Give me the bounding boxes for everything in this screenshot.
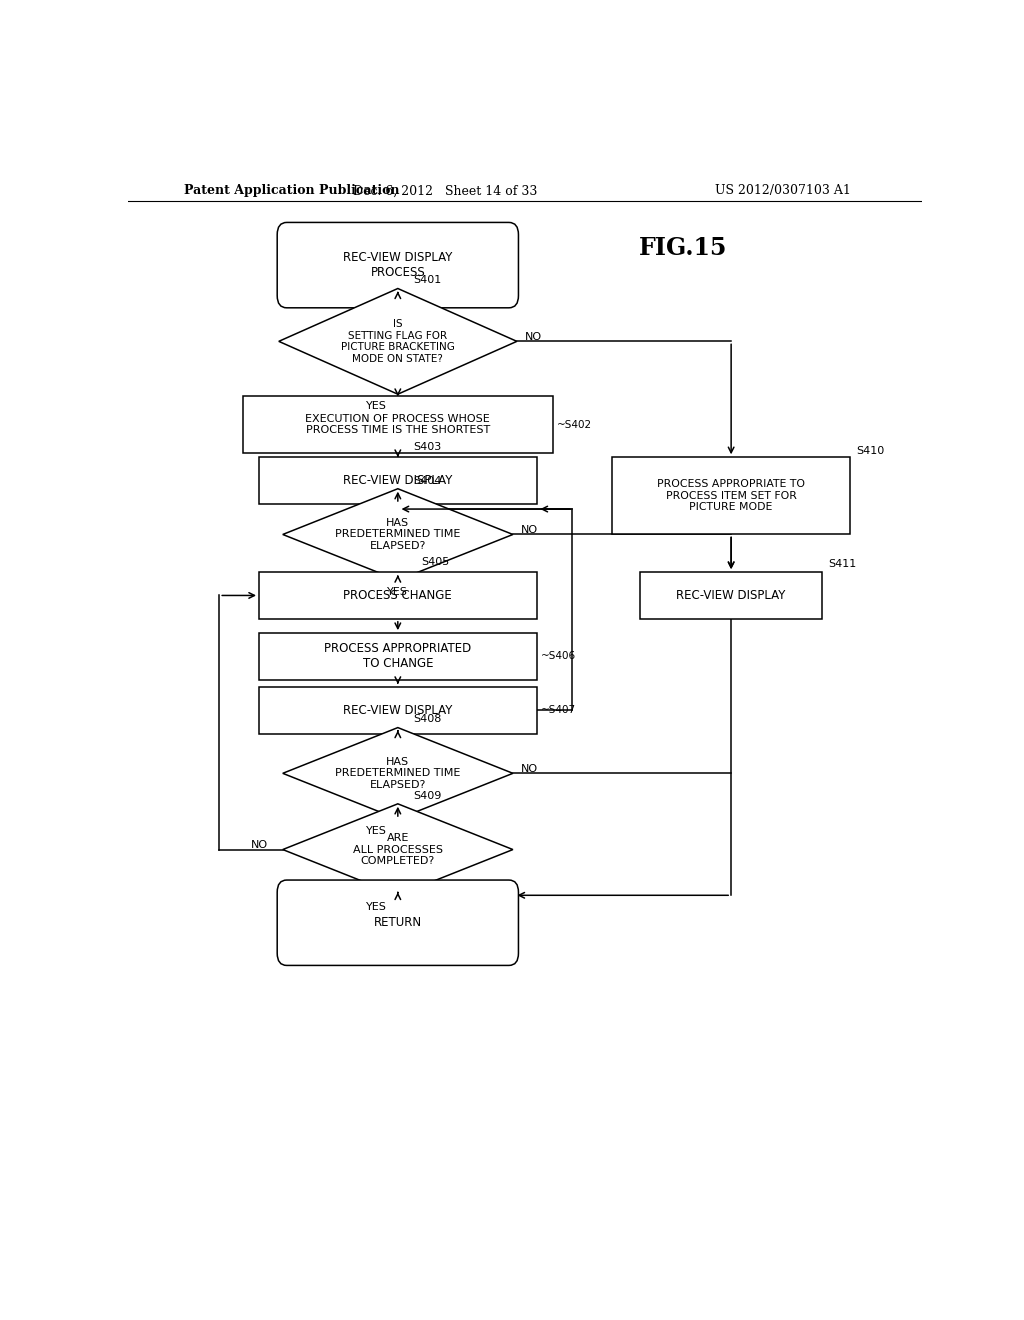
Bar (259, 634, 537, 680)
Text: NO: NO (521, 764, 538, 775)
Text: S408: S408 (414, 714, 442, 725)
Text: PROCESS CHANGE: PROCESS CHANGE (343, 589, 453, 602)
Text: HAS
PREDETERMINED TIME
ELAPSED?: HAS PREDETERMINED TIME ELAPSED? (335, 517, 461, 550)
Bar (612, 457, 850, 535)
Text: IS
SETTING FLAG FOR
PICTURE BRACKETING
MODE ON STATE?: IS SETTING FLAG FOR PICTURE BRACKETING M… (341, 319, 455, 364)
Text: S409: S409 (414, 791, 442, 801)
Text: YES: YES (367, 401, 387, 412)
Text: NO: NO (521, 525, 538, 536)
Text: ~S407: ~S407 (541, 705, 575, 715)
Text: PROCESS APPROPRIATED
TO CHANGE: PROCESS APPROPRIATED TO CHANGE (325, 643, 471, 671)
Text: HAS
PREDETERMINED TIME
ELAPSED?: HAS PREDETERMINED TIME ELAPSED? (335, 756, 461, 789)
Text: S405: S405 (422, 557, 450, 566)
Bar (640, 572, 822, 619)
Text: REC-VIEW DISPLAY
PROCESS: REC-VIEW DISPLAY PROCESS (343, 251, 453, 279)
Text: NO: NO (524, 333, 542, 342)
Polygon shape (279, 289, 517, 395)
Text: ~S406: ~S406 (541, 652, 575, 661)
Polygon shape (283, 804, 513, 895)
Bar (259, 457, 537, 504)
Bar (259, 572, 537, 619)
Text: REC-VIEW DISPLAY: REC-VIEW DISPLAY (343, 704, 453, 717)
Text: US 2012/0307103 A1: US 2012/0307103 A1 (715, 185, 851, 198)
Text: REC-VIEW DISPLAY: REC-VIEW DISPLAY (343, 474, 453, 487)
Text: Dec. 6, 2012   Sheet 14 of 33: Dec. 6, 2012 Sheet 14 of 33 (353, 185, 538, 198)
FancyBboxPatch shape (278, 223, 518, 308)
Text: S403: S403 (414, 442, 442, 451)
Text: ~S402: ~S402 (557, 420, 592, 430)
Bar (259, 686, 537, 734)
Text: YES: YES (367, 903, 387, 912)
Text: S401: S401 (414, 276, 442, 285)
Text: Patent Application Publication: Patent Application Publication (183, 185, 399, 198)
Text: FIG.15: FIG.15 (639, 236, 728, 260)
Text: PROCESS APPROPRIATE TO
PROCESS ITEM SET FOR
PICTURE MODE: PROCESS APPROPRIATE TO PROCESS ITEM SET … (657, 479, 805, 512)
Polygon shape (283, 727, 513, 818)
Text: S411: S411 (828, 558, 857, 569)
Text: ARE
ALL PROCESSES
COMPLETED?: ARE ALL PROCESSES COMPLETED? (353, 833, 442, 866)
Text: YES: YES (387, 587, 409, 598)
Text: S410: S410 (856, 446, 885, 457)
Bar (243, 396, 553, 453)
Polygon shape (283, 488, 513, 581)
Text: S404: S404 (414, 475, 442, 486)
Text: YES: YES (367, 826, 387, 837)
Text: NO: NO (251, 841, 268, 850)
FancyBboxPatch shape (278, 880, 518, 965)
Text: REC-VIEW DISPLAY: REC-VIEW DISPLAY (677, 589, 785, 602)
Text: RETURN: RETURN (374, 916, 422, 929)
Text: EXECUTION OF PROCESS WHOSE
PROCESS TIME IS THE SHORTEST: EXECUTION OF PROCESS WHOSE PROCESS TIME … (305, 414, 490, 436)
